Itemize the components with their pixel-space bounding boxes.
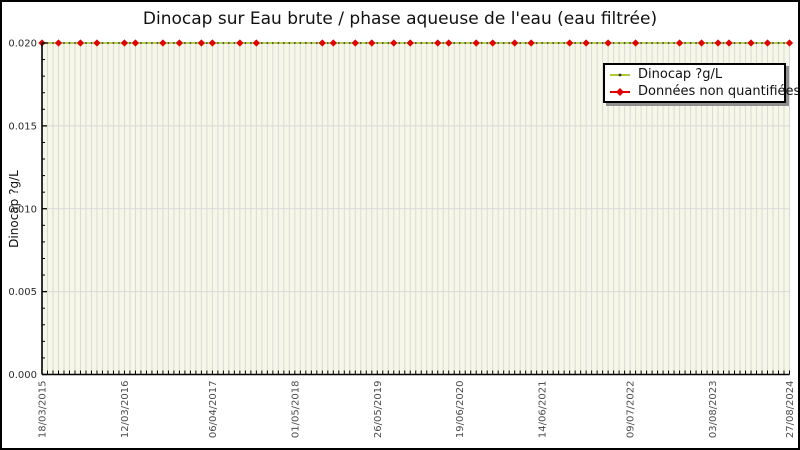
svg-text:12/03/2016: 12/03/2016 (120, 381, 131, 439)
svg-text:01/05/2018: 01/05/2018 (290, 381, 301, 439)
svg-text:26/05/2019: 26/05/2019 (373, 381, 384, 439)
svg-text:03/08/2023: 03/08/2023 (708, 381, 719, 439)
legend-label-dinocap: Dinocap ?g/L (638, 66, 723, 82)
svg-text:0.015: 0.015 (8, 121, 37, 132)
svg-text:19/06/2020: 19/06/2020 (455, 381, 466, 439)
svg-text:0.020: 0.020 (8, 39, 37, 50)
legend-item-dinocap: Dinocap ?g/L (609, 67, 780, 82)
legend-item-non-quantified: Données non quantifiées (609, 84, 798, 99)
diamond-marker-icon (610, 87, 630, 96)
svg-text:0.010: 0.010 (8, 204, 37, 215)
svg-text:0.000: 0.000 (8, 370, 37, 381)
svg-text:18/03/2015: 18/03/2015 (38, 381, 49, 439)
line-dot-marker-icon (610, 73, 630, 76)
svg-text:27/08/2024: 27/08/2024 (785, 381, 796, 439)
legend-label-non-quantified: Données non quantifiées (638, 83, 800, 99)
svg-text:09/07/2022: 09/07/2022 (626, 381, 637, 439)
svg-text:0.005: 0.005 (8, 287, 37, 298)
svg-text:14/06/2021: 14/06/2021 (538, 381, 549, 439)
legend-box: Dinocap ?g/L Données non quantifiées (603, 63, 798, 103)
svg-text:06/04/2017: 06/04/2017 (208, 381, 219, 439)
chart-title: Dinocap sur Eau brute / phase aqueuse de… (142, 9, 658, 29)
